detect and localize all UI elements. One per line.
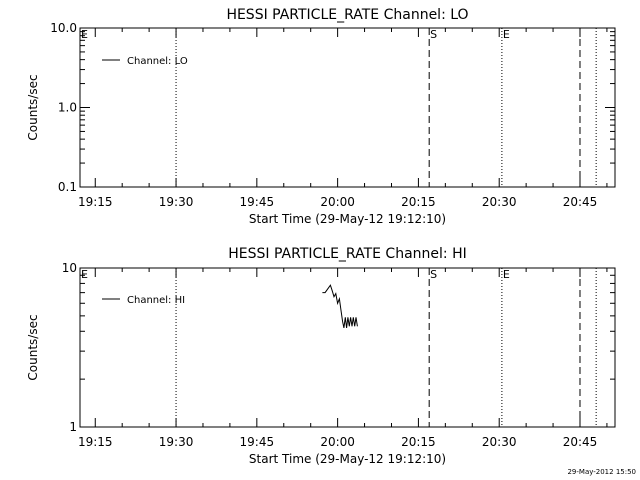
x-tick-label: 20:00 bbox=[320, 435, 355, 449]
chart-title: HESSI PARTICLE_RATE Channel: LO bbox=[226, 7, 468, 23]
marker-label: E bbox=[503, 28, 510, 41]
x-tick-label: 20:45 bbox=[563, 435, 598, 449]
lo-channel-panel: HESSI PARTICLE_RATE Channel: LO 19:15 19:3… bbox=[26, 7, 616, 226]
x-tick-label: 20:45 bbox=[563, 195, 598, 209]
x-tick-label: 19:15 bbox=[78, 195, 113, 209]
x-tick-label: 20:30 bbox=[482, 435, 517, 449]
x-tick-label: 19:30 bbox=[159, 195, 194, 209]
y-tick-label: 1.0 bbox=[58, 101, 77, 115]
legend-entry: Channel: HI bbox=[127, 295, 185, 306]
hi-channel-panel: HESSI PARTICLE_RATE Channel: HI 19:15 19:3… bbox=[26, 246, 616, 466]
chart-title: HESSI PARTICLE_RATE Channel: HI bbox=[228, 246, 466, 262]
x-tick-label: 19:45 bbox=[240, 435, 275, 449]
marker-label: S bbox=[430, 268, 437, 281]
x-tick-label: 20:30 bbox=[482, 195, 517, 209]
x-axis-label: Start Time (29-May-12 19:12:10) bbox=[249, 212, 446, 226]
plot-timestamp: 29-May-2012 15:50 bbox=[567, 468, 636, 476]
plot-frame bbox=[79, 267, 616, 428]
x-tick-label: 19:45 bbox=[240, 195, 275, 209]
marker-label: E bbox=[503, 268, 510, 281]
series-line bbox=[322, 284, 358, 329]
x-axis-label: Start Time (29-May-12 19:12:10) bbox=[249, 452, 446, 466]
y-tick-label: 0.1 bbox=[58, 180, 77, 194]
x-tick-label: 19:30 bbox=[159, 435, 194, 449]
y-axis-label: Counts/sec bbox=[26, 74, 40, 140]
y-tick-label: 1 bbox=[69, 420, 77, 434]
x-tick-label: 19:15 bbox=[78, 435, 113, 449]
marker-label: E bbox=[81, 28, 88, 41]
y-tick-label: 10.0 bbox=[50, 21, 77, 35]
x-tick-label: 20:15 bbox=[401, 195, 436, 209]
marker-label: S bbox=[430, 28, 437, 41]
x-tick-label: 20:15 bbox=[401, 435, 436, 449]
legend-entry: Channel: LO bbox=[127, 56, 188, 67]
x-tick-label: 20:00 bbox=[320, 195, 355, 209]
marker-label: E bbox=[81, 268, 88, 281]
y-axis-label: Counts/sec bbox=[26, 314, 40, 380]
plot-frame bbox=[79, 27, 616, 188]
y-tick-label: 10 bbox=[62, 261, 77, 275]
